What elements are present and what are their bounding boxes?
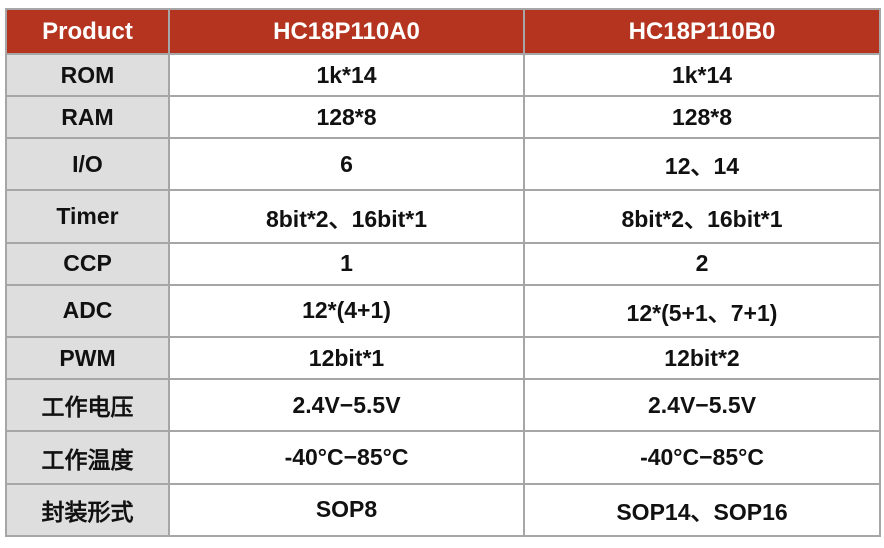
timer-value-a0: 8bit*2、16bit*1 [168, 189, 525, 244]
io-value-b0: 12、14 [523, 137, 881, 192]
adc-value-b0: 12*(5+1、7+1) [523, 283, 881, 339]
ccp-value-b0: 2 [523, 241, 881, 286]
ram-value-a0: 128*8 [168, 95, 525, 140]
product-spec-table: Product HC18P110A0 HC18P110B0 ROM 1k*14 … [5, 8, 881, 538]
table-row-io: I/O 6 12、14 [5, 137, 881, 192]
pwm-value-b0: 12bit*2 [523, 336, 881, 381]
header-row: Product HC18P110A0 HC18P110B0 [5, 8, 881, 55]
row-label-package-type: 封装形式 [5, 482, 170, 538]
table-row-ram: RAM 128*8 128*8 [5, 95, 881, 140]
row-label-operating-temperature: 工作温度 [5, 430, 170, 485]
rom-value-a0: 1k*14 [168, 52, 525, 98]
table-row-ccp: CCP 1 2 [5, 241, 881, 286]
table-row-timer: Timer 8bit*2、16bit*1 8bit*2、16bit*1 [5, 189, 881, 244]
operating-voltage-value-b0: 2.4V−5.5V [523, 378, 881, 433]
row-label-adc: ADC [5, 283, 170, 339]
table-row-operating-temperature: 工作温度 -40°C−85°C -40°C−85°C [5, 430, 881, 485]
column-header-hc18p110a0: HC18P110A0 [168, 8, 525, 55]
table-row-package-type: 封装形式 SOP8 SOP14、SOP16 [5, 482, 881, 538]
package-type-value-b0: SOP14、SOP16 [523, 482, 881, 538]
row-label-ram: RAM [5, 95, 170, 140]
timer-value-b0: 8bit*2、16bit*1 [523, 189, 881, 244]
io-value-a0: 6 [168, 137, 525, 192]
adc-value-a0: 12*(4+1) [168, 283, 525, 339]
rom-value-b0: 1k*14 [523, 52, 881, 98]
row-label-io: I/O [5, 137, 170, 192]
row-label-timer: Timer [5, 189, 170, 244]
row-label-ccp: CCP [5, 241, 170, 286]
operating-temperature-value-b0: -40°C−85°C [523, 430, 881, 485]
product-header-cell: Product [5, 8, 170, 55]
row-label-operating-voltage: 工作电压 [5, 378, 170, 433]
column-header-hc18p110b0: HC18P110B0 [523, 8, 881, 55]
pwm-value-a0: 12bit*1 [168, 336, 525, 381]
ram-value-b0: 128*8 [523, 95, 881, 140]
row-label-rom: ROM [5, 52, 170, 98]
operating-voltage-value-a0: 2.4V−5.5V [168, 378, 525, 433]
table-row-pwm: PWM 12bit*1 12bit*2 [5, 336, 881, 381]
table-row-rom: ROM 1k*14 1k*14 [5, 52, 881, 98]
row-label-pwm: PWM [5, 336, 170, 381]
table-row-operating-voltage: 工作电压 2.4V−5.5V 2.4V−5.5V [5, 378, 881, 433]
table-row-adc: ADC 12*(4+1) 12*(5+1、7+1) [5, 283, 881, 339]
package-type-value-a0: SOP8 [168, 482, 525, 538]
ccp-value-a0: 1 [168, 241, 525, 286]
operating-temperature-value-a0: -40°C−85°C [168, 430, 525, 485]
